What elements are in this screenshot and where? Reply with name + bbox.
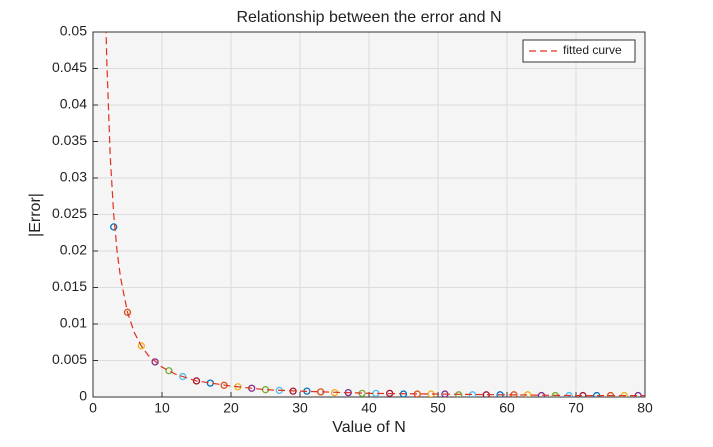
x-tick-label: 10 xyxy=(154,400,170,416)
y-tick-label: 0.02 xyxy=(60,242,87,258)
x-tick-label: 40 xyxy=(361,400,377,416)
point xyxy=(165,367,173,375)
x-tick-label: 30 xyxy=(292,400,308,416)
point xyxy=(123,308,132,316)
y-tick-label: 0.005 xyxy=(52,351,87,367)
y-tick-label: 0.05 xyxy=(60,23,87,39)
point xyxy=(192,377,201,385)
point xyxy=(137,342,145,350)
y-tick-label: 0.045 xyxy=(52,59,87,75)
y-tick-label: 0.035 xyxy=(52,132,87,148)
y-tick-label: 0.04 xyxy=(60,96,87,112)
x-tick-label: 50 xyxy=(430,400,446,416)
x-axis-label: Value of N xyxy=(332,419,406,436)
point xyxy=(151,358,159,366)
axes-box xyxy=(92,31,646,398)
x-tick-label: 0 xyxy=(89,400,97,416)
chart-title: Relationship between the error and N xyxy=(236,9,501,26)
y-tick-label: 0 xyxy=(79,388,87,404)
legend-label: fitted curve xyxy=(563,43,622,57)
x-tick-label: 20 xyxy=(223,400,239,416)
y-axis-label: |Error| xyxy=(27,193,44,237)
x-tick-label: 60 xyxy=(499,400,515,416)
point xyxy=(179,372,187,381)
x-tick-label: 70 xyxy=(568,400,584,416)
plot-content xyxy=(105,32,645,397)
point xyxy=(110,223,118,231)
y-tick-label: 0.015 xyxy=(52,278,87,294)
legend-box xyxy=(522,39,636,63)
y-tick-label: 0.01 xyxy=(60,315,87,331)
x-tick-label: 80 xyxy=(637,400,653,416)
y-tick-label: 0.025 xyxy=(52,205,87,221)
fitted-line xyxy=(105,32,645,397)
y-tick-label: 0.03 xyxy=(60,169,87,185)
